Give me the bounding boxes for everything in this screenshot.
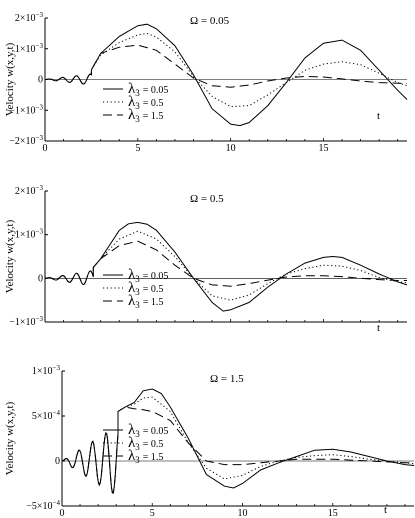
legend-label: λ3 = 1.5 [128, 293, 163, 310]
legend-label: λ3 = 0.05 [128, 422, 168, 439]
x-tick-label: 0 [43, 143, 48, 154]
y-tick-label: 0 [38, 273, 43, 284]
x-axis-label: t [377, 322, 380, 334]
legend-label: λ3 = 0.05 [128, 267, 168, 284]
x-tick-label: 10 [226, 143, 236, 154]
x-tick-label: 5 [150, 508, 155, 518]
legend-label: λ3 = 0.5 [128, 435, 163, 452]
y-tick-label: 2×10−3 [15, 11, 44, 24]
x-tick-label: 15 [318, 143, 328, 154]
x-tick-label: 5 [135, 143, 140, 154]
omega-annotation: Ω = 0.05 [190, 15, 230, 27]
y-tick-label: −1×10−3 [9, 315, 43, 328]
y-tick-label: −2×10−3 [9, 134, 43, 147]
y-axis-label: Velocity w(x,y,t) [4, 401, 16, 475]
series-line-dashed [45, 240, 407, 287]
y-tick-label: 1×10−3 [15, 228, 44, 241]
chart-panel-2: 2×10−3 1×10−3 0 −1×10−3 Velocity w(x,y,t) t Ω … [4, 184, 408, 334]
y-tick-label: −5×10−4 [26, 499, 60, 512]
x-tick-label: 10 [238, 508, 248, 518]
y-tick-label: 5×10−4 [32, 409, 61, 422]
legend-label: λ3 = 0.05 [128, 81, 168, 98]
y-tick-label: 1×10−3 [32, 364, 61, 377]
series-line-dashed [61, 406, 414, 494]
legend-label: λ3 = 0.5 [128, 280, 163, 297]
y-tick-label: 0 [38, 75, 43, 86]
series-line-dotted [45, 230, 408, 301]
chart-panel-1: 2×10−31×10−30−1×10−3−2×10−30 5 10 15Velocit… [4, 11, 408, 154]
x-tick-label: 0 [60, 508, 65, 518]
series-line-dashed [45, 44, 408, 88]
y-axis-label: Velocity w(x,y,t) [4, 42, 16, 116]
y-tick-label: 1×10−3 [15, 42, 44, 55]
series-line-solid [45, 23, 408, 127]
x-tick-label: 15 [328, 508, 338, 518]
x-axis-label: t [384, 504, 387, 516]
omega-annotation: Ω = 1.5 [210, 373, 244, 385]
y-tick-label: −1×10−3 [9, 103, 43, 116]
y-tick-label: 2×10−3 [15, 184, 44, 197]
x-axis-label: t [377, 110, 380, 122]
y-tick-label: 0 [55, 456, 60, 467]
legend-label: λ3 = 0.5 [128, 94, 163, 111]
omega-annotation: Ω = 0.5 [190, 193, 224, 205]
y-axis-label: Velocity w(x,y,t) [4, 219, 16, 293]
legend-label: λ3 = 1.5 [128, 107, 163, 124]
legend-label: λ3 = 1.5 [128, 448, 163, 465]
series-line-solid [45, 221, 408, 312]
series-line-dotted [45, 32, 408, 108]
